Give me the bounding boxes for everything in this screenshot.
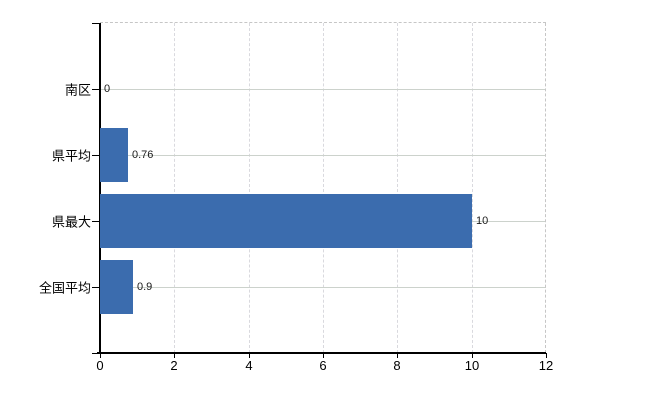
value-axis-tick	[174, 353, 175, 358]
vertical-gridline	[472, 23, 473, 353]
value-axis-tick-label: 4	[245, 358, 253, 373]
category-axis-tick	[92, 353, 100, 354]
category-tick-label: 県最大	[51, 214, 91, 230]
bar	[100, 260, 133, 314]
bar	[100, 194, 472, 248]
value-axis-tick-label: 6	[319, 358, 327, 373]
value-axis-tick-label: 12	[538, 358, 554, 373]
value-axis-line	[97, 352, 546, 354]
bar	[100, 128, 128, 182]
value-axis-tick-label: 10	[464, 358, 480, 373]
value-axis-tick-label: 8	[393, 358, 401, 373]
vertical-gridline	[249, 23, 250, 353]
plot-border-top	[100, 22, 546, 23]
bar-value-label: 10	[476, 215, 489, 227]
category-axis-tick	[92, 221, 100, 222]
value-axis-tick	[323, 353, 324, 358]
value-axis-tick-label: 2	[170, 358, 178, 373]
bar-value-label: 0	[104, 83, 111, 95]
category-axis-tick	[92, 287, 100, 288]
vertical-gridline	[174, 23, 175, 353]
category-axis-tick	[92, 89, 100, 90]
bar-value-label: 0.9	[137, 281, 153, 293]
category-tick-label: 全国平均	[38, 280, 91, 296]
value-axis-tick-label: 0	[96, 358, 104, 373]
bar-value-label: 0.76	[132, 149, 154, 161]
value-axis-tick	[472, 353, 473, 358]
category-axis-tick	[92, 155, 100, 156]
horizontal-gridline	[100, 89, 546, 90]
category-tick-label: 県平均	[51, 148, 91, 164]
category-axis-line	[99, 23, 101, 353]
value-axis-tick	[546, 353, 547, 358]
vertical-gridline	[397, 23, 398, 353]
category-axis-tick	[92, 23, 100, 24]
vertical-gridline	[323, 23, 324, 353]
value-axis-tick	[100, 353, 101, 358]
category-tick-label: 南区	[64, 82, 91, 98]
plot-border-right	[545, 23, 546, 353]
horizontal-gridline	[100, 155, 546, 156]
horizontal-gridline	[100, 287, 546, 288]
value-axis-tick	[249, 353, 250, 358]
value-axis-tick	[397, 353, 398, 358]
